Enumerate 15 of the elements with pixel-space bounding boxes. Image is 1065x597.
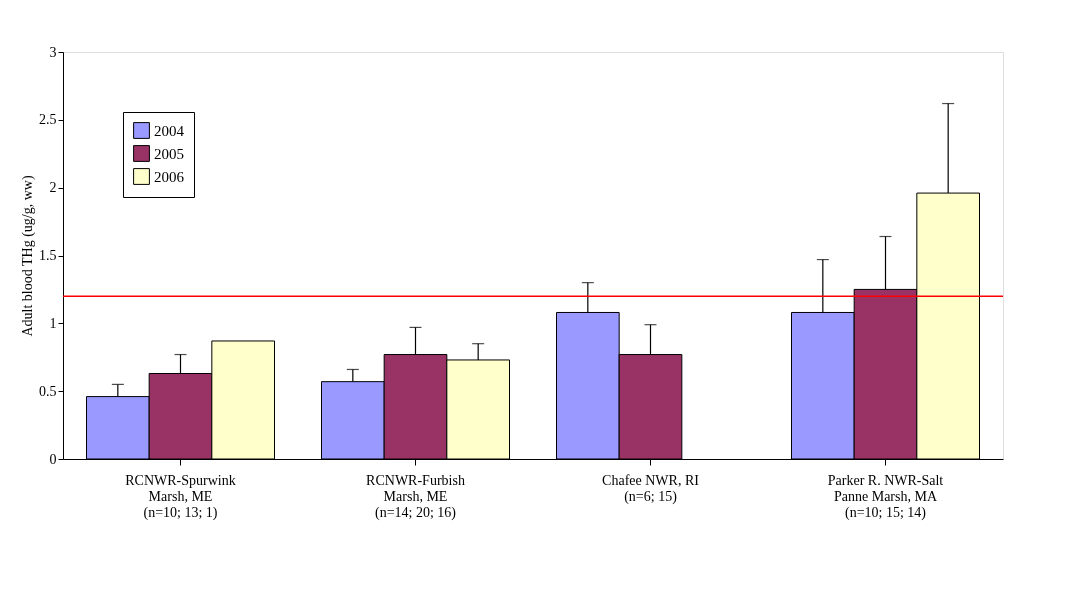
legend-label: 2006 [154, 168, 185, 185]
x-tick-label: RCNWR-Spurwink Marsh, ME (n=10; 13; 1) [125, 472, 236, 521]
y-tick-label: 1.5 [39, 248, 57, 263]
y-tick-label: 0 [49, 451, 57, 467]
y-tick-label: 1 [49, 315, 57, 331]
y-tick-label: 2.5 [39, 112, 57, 128]
legend-label: 2004 [154, 122, 185, 139]
y-axis-title: Adult blood THg (ug/g, ww) [20, 175, 36, 337]
x-tick-label: Parker R. NWR-Salt Panne Marsh, MA (n=10; 15; 14) [827, 472, 944, 521]
y-tick-label: 2 [49, 180, 57, 196]
legend-label: 2005 [154, 145, 184, 162]
x-tick-label: Chafee NWR, RI (n=6; 15) [602, 472, 700, 505]
y-tick-label: 3 [49, 44, 57, 60]
y-tick-label: 0.5 [39, 383, 57, 399]
x-tick-label: RCNWR-Furbish Marsh, ME (n=14; 20; 16) [366, 472, 465, 521]
